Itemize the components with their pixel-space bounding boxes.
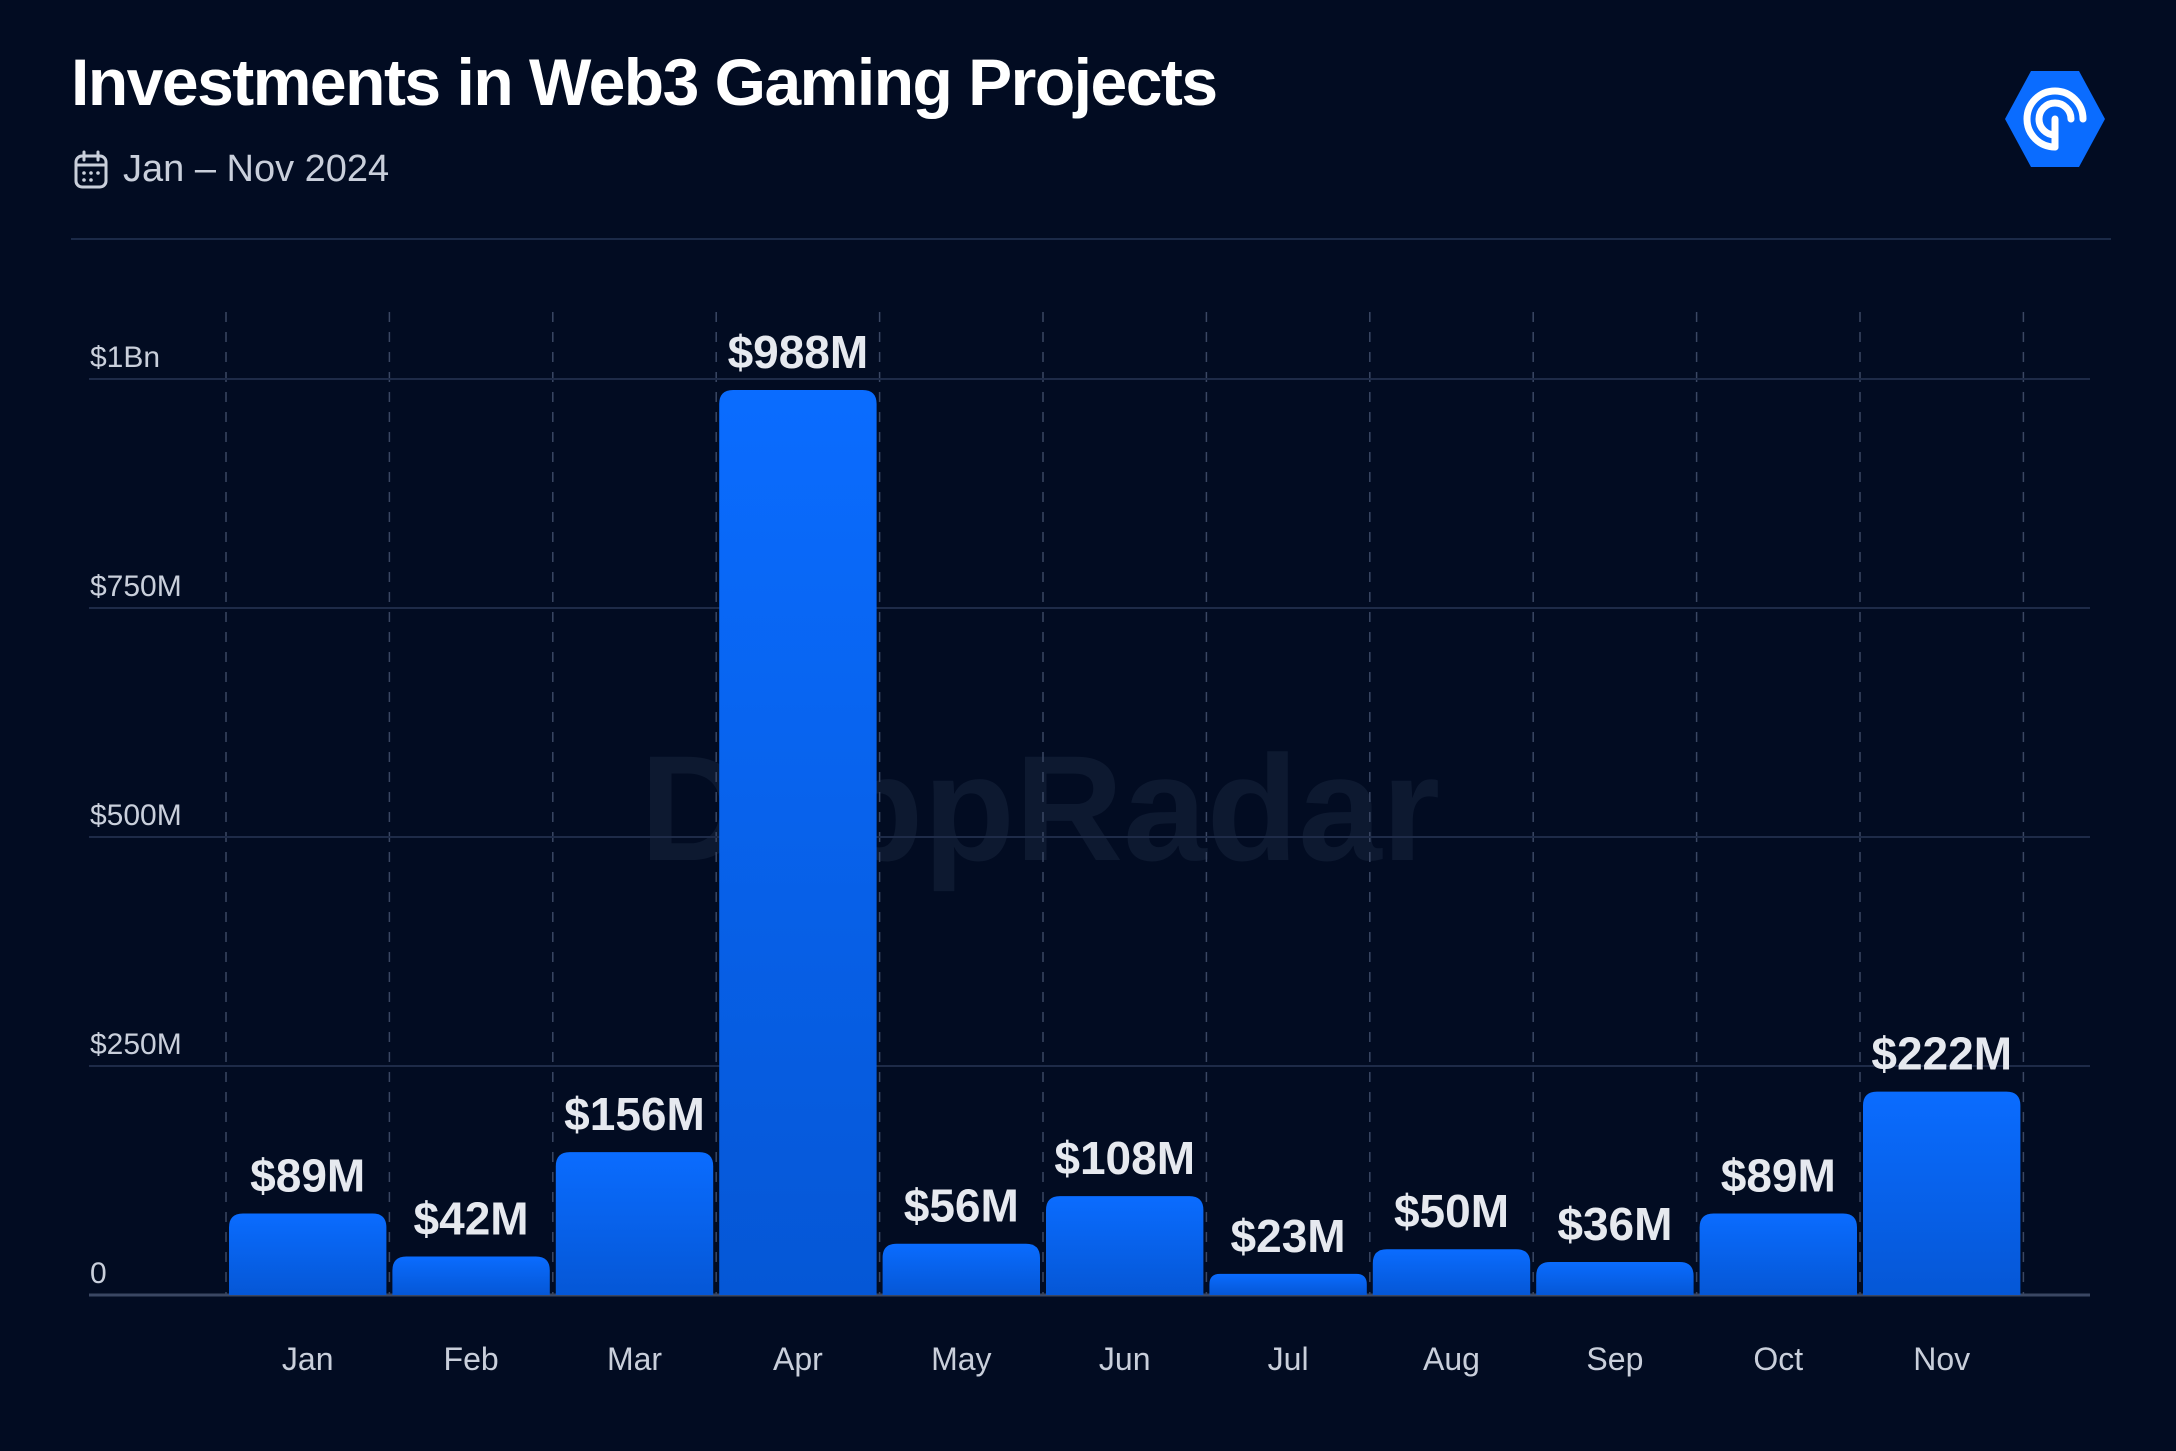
bar-mar bbox=[555, 1152, 714, 1295]
header-divider bbox=[71, 238, 2111, 240]
dappradar-logo-icon bbox=[2005, 71, 2105, 167]
data-label: $36M bbox=[1557, 1198, 1672, 1250]
x-tick-label: Apr bbox=[773, 1341, 823, 1377]
y-tick-label: $1Bn bbox=[90, 341, 160, 374]
calendar-icon bbox=[74, 150, 108, 188]
x-tick-label: Jul bbox=[1268, 1341, 1309, 1377]
data-label: $222M bbox=[1871, 1028, 2012, 1080]
y-tick-label: 0 bbox=[90, 1257, 107, 1290]
data-label: $50M bbox=[1394, 1185, 1509, 1237]
data-label: $988M bbox=[728, 326, 869, 378]
data-label: $89M bbox=[1721, 1149, 1836, 1201]
y-tick-label: $250M bbox=[90, 1028, 182, 1061]
bar-sep bbox=[1536, 1262, 1694, 1295]
bar-may bbox=[882, 1243, 1040, 1295]
data-label: $108M bbox=[1054, 1132, 1195, 1184]
bar-apr bbox=[719, 389, 877, 1295]
bar-nov bbox=[1863, 1091, 2021, 1295]
bar-aug bbox=[1372, 1249, 1531, 1295]
x-tick-label: Feb bbox=[444, 1341, 499, 1377]
chart-title: Investments in Web3 Gaming Projects bbox=[71, 45, 1218, 119]
x-tick-label: Mar bbox=[607, 1341, 662, 1377]
bar-jul bbox=[1209, 1273, 1367, 1295]
data-label: $42M bbox=[414, 1193, 529, 1245]
date-range-text: Jan – Nov 2024 bbox=[123, 148, 390, 190]
x-tick-label: Aug bbox=[1423, 1341, 1480, 1377]
x-tick-label: Jun bbox=[1099, 1341, 1151, 1377]
data-label: $56M bbox=[904, 1180, 1019, 1232]
y-tick-label: $750M bbox=[90, 570, 182, 603]
x-tick-label: Oct bbox=[1753, 1341, 1803, 1377]
bar-jun bbox=[1046, 1196, 1204, 1295]
bar-feb bbox=[392, 1256, 550, 1295]
bar-jan bbox=[229, 1213, 387, 1295]
x-tick-label: Nov bbox=[1913, 1341, 1970, 1377]
x-tick-label: Jan bbox=[282, 1341, 334, 1377]
x-tick-label: May bbox=[931, 1341, 991, 1377]
bar-oct bbox=[1699, 1213, 1857, 1295]
data-label: $23M bbox=[1231, 1210, 1346, 1262]
y-tick-label: $500M bbox=[90, 799, 182, 832]
data-label: $156M bbox=[564, 1088, 705, 1140]
date-range: Jan – Nov 2024 bbox=[73, 148, 389, 191]
x-tick-label: Sep bbox=[1586, 1341, 1643, 1377]
data-label: $89M bbox=[250, 1149, 365, 1201]
